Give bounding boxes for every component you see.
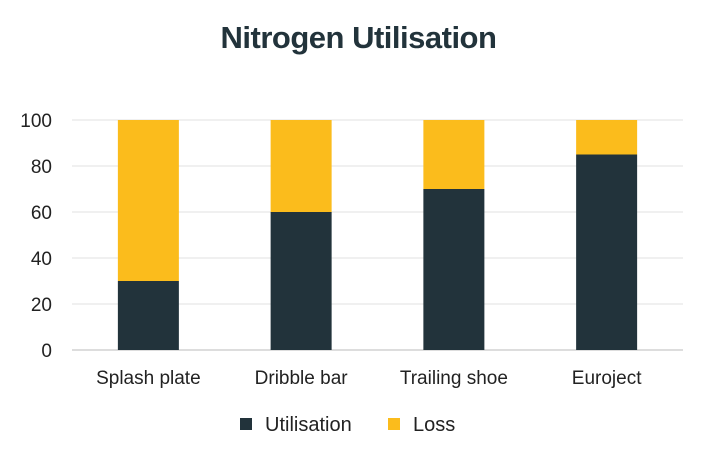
- x-tick-label: Dribble bar: [255, 368, 349, 389]
- x-tick-label: Euroject: [572, 368, 642, 389]
- bar-loss: [117, 120, 179, 281]
- y-tick-label: 40: [31, 249, 52, 270]
- bar-loss: [270, 120, 332, 212]
- bar-loss: [423, 120, 485, 189]
- y-tick-label: 60: [31, 203, 52, 224]
- chart-title: Nitrogen Utilisation: [220, 20, 497, 55]
- bar-loss: [576, 120, 638, 155]
- bar-utilisation: [576, 154, 638, 350]
- x-tick-label: Trailing shoe: [400, 368, 508, 389]
- y-tick-label: 80: [31, 157, 52, 178]
- legend-swatch: [388, 418, 400, 430]
- x-tick-label: Splash plate: [96, 368, 201, 389]
- bar-utilisation: [423, 189, 485, 350]
- legend-label: Loss: [413, 414, 455, 436]
- legend-label: Utilisation: [265, 414, 352, 436]
- bar-utilisation: [270, 212, 332, 350]
- bar-utilisation: [117, 281, 179, 350]
- legend-swatch: [240, 418, 252, 430]
- y-tick-label: 0: [41, 341, 52, 362]
- y-tick-label: 100: [20, 111, 52, 132]
- y-tick-label: 20: [31, 295, 52, 316]
